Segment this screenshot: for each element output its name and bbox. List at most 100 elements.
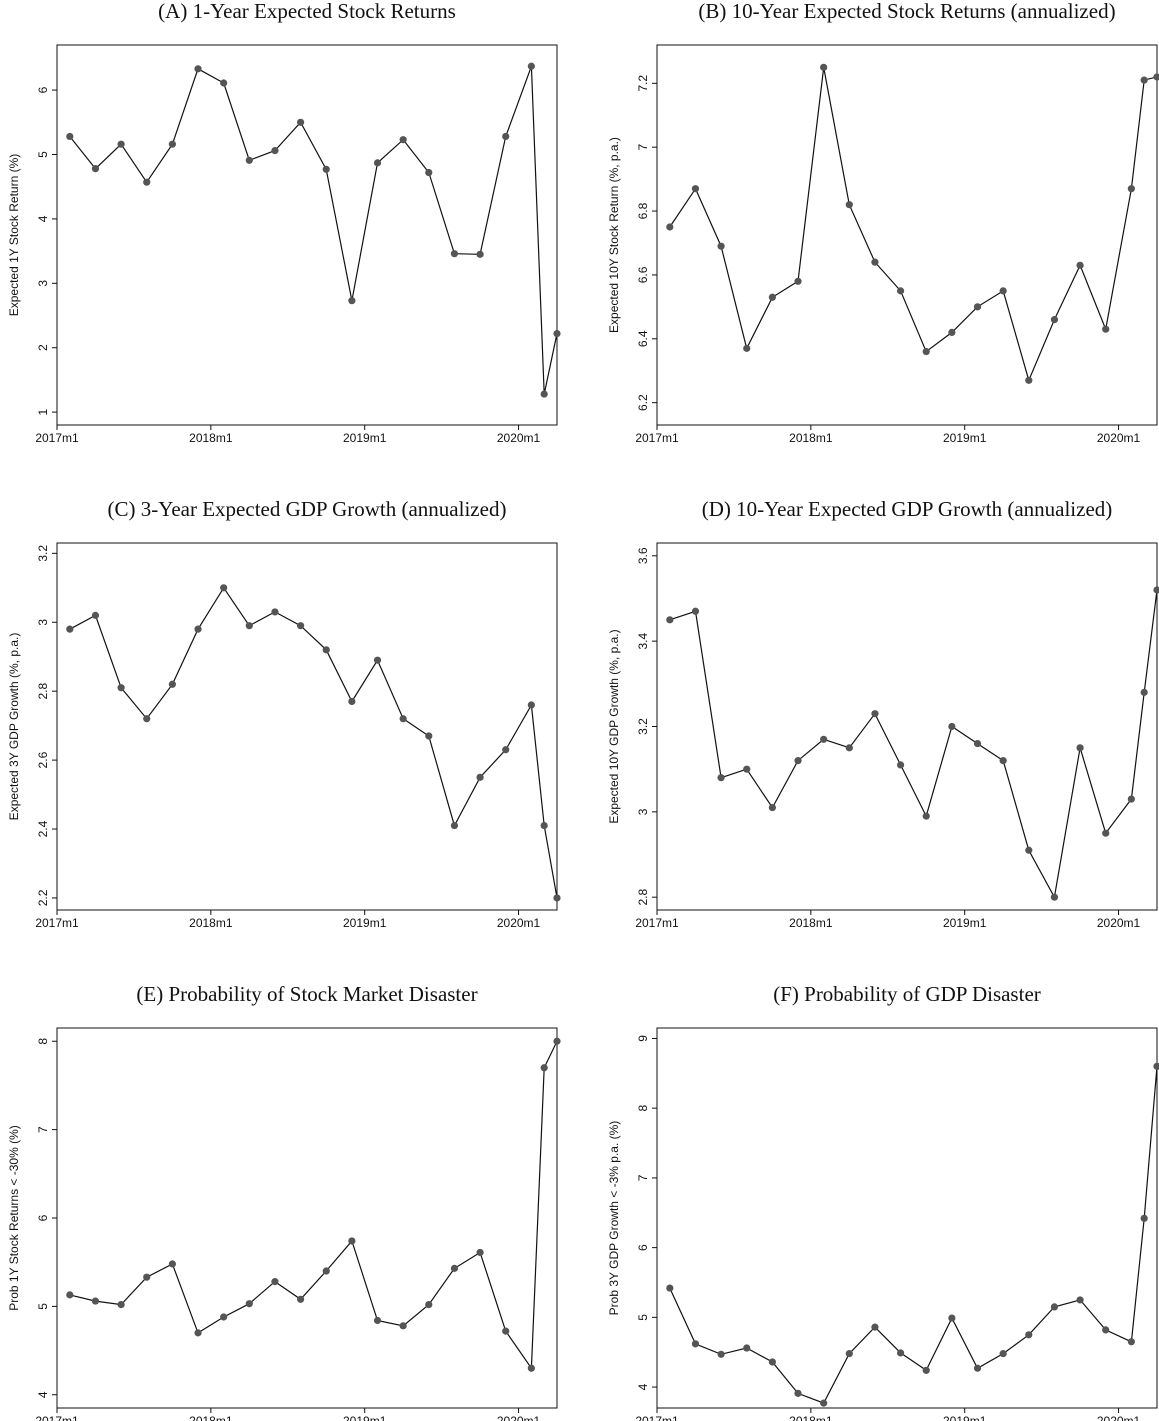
data-point (168, 1260, 176, 1268)
data-point (450, 1264, 459, 1272)
plot-frame (656, 44, 1158, 426)
data-point (948, 722, 956, 731)
data-point (399, 715, 407, 723)
data-point (271, 1278, 279, 1286)
data-point (425, 168, 433, 177)
data-point (373, 1316, 382, 1325)
data-point (743, 344, 751, 352)
x-tick-label: 2020m1 (497, 916, 541, 930)
y-tick-label: 2.2 (36, 889, 50, 906)
data-point (1127, 1338, 1135, 1346)
x-tick-label: 2017m1 (35, 431, 79, 445)
data-point (143, 1273, 151, 1281)
data-point (245, 622, 253, 630)
x-tick-label: 2017m1 (35, 1414, 79, 1421)
data-point (476, 250, 484, 258)
data-point (348, 297, 356, 305)
data-point (553, 894, 561, 902)
data-point (1025, 846, 1033, 854)
data-point (820, 735, 828, 743)
y-axis-label: Prob 1Y Stock Returns < -30% (%) (7, 1125, 21, 1311)
data-point (194, 1329, 202, 1337)
data-point (1127, 185, 1135, 193)
data-point (922, 1366, 930, 1374)
data-point (527, 1364, 535, 1372)
y-tick-label: 3 (36, 280, 50, 287)
data-point (973, 1364, 982, 1372)
x-tick-label: 2020m1 (497, 431, 541, 445)
x-tick-label: 2018m1 (789, 431, 833, 445)
data-point (871, 1323, 879, 1331)
x-tick-label: 2019m1 (943, 1414, 987, 1421)
data-point (1102, 1326, 1110, 1334)
y-tick-label: 6 (36, 1214, 50, 1221)
data-point (1025, 376, 1033, 384)
data-point (666, 223, 674, 231)
data-point (553, 1037, 561, 1045)
data-point (527, 62, 535, 70)
data-point (220, 79, 228, 87)
x-tick-label: 2017m1 (35, 916, 79, 930)
y-tick-label: 6 (36, 86, 50, 93)
y-axis-label: Prob 3Y GDP Growth < -3% p.a. (%) (607, 1121, 621, 1316)
data-point (1140, 1214, 1148, 1222)
y-tick-label: 4 (36, 215, 50, 222)
data-point (220, 1313, 228, 1321)
plot-frame (56, 542, 558, 911)
data-point (1050, 893, 1059, 901)
data-point (66, 132, 74, 141)
data-point (768, 293, 776, 301)
data-point (845, 1350, 853, 1358)
x-tick-label: 2018m1 (189, 916, 233, 930)
data-point (717, 774, 725, 782)
x-tick-label: 2020m1 (1097, 431, 1141, 445)
data-point (296, 118, 305, 126)
panel-title: (A) 1-Year Expected Stock Returns (158, 0, 456, 23)
plot-frame (656, 542, 1158, 911)
data-point (117, 140, 125, 148)
panel: (A) 1-Year Expected Stock Returns Expecte… (7, 0, 561, 445)
x-tick-label: 2019m1 (943, 916, 987, 930)
data-point (1140, 76, 1148, 84)
panel-title: (F) Probability of GDP Disaster (773, 982, 1041, 1006)
y-tick-label: 5 (636, 1314, 650, 1321)
data-point (666, 1284, 674, 1292)
data-point (794, 1389, 802, 1397)
panel: (D) 10-Year Expected GDP Growth (annuali… (607, 497, 1159, 930)
data-point (1076, 261, 1084, 269)
data-point (768, 803, 776, 812)
x-tick-label: 2018m1 (789, 916, 833, 930)
data-point (717, 242, 725, 250)
data-point (743, 1344, 751, 1352)
data-point (666, 616, 674, 624)
y-tick-label: 7.2 (636, 75, 650, 92)
data-point (245, 1300, 253, 1308)
data-point (922, 347, 930, 356)
x-tick-label: 2018m1 (189, 431, 233, 445)
data-point (476, 773, 484, 781)
plot-frame (56, 1027, 558, 1409)
y-tick-label: 3 (36, 619, 50, 626)
panel: (B) 10-Year Expected Stock Returns (annu… (607, 0, 1159, 445)
data-point (1076, 1296, 1084, 1304)
data-point (1140, 688, 1148, 696)
data-point (1102, 829, 1110, 837)
y-tick-label: 2.8 (36, 683, 50, 700)
y-tick-label: 2.4 (36, 820, 50, 837)
data-point (450, 821, 459, 830)
data-point (922, 812, 930, 820)
y-tick-label: 3.4 (636, 632, 650, 649)
data-point (91, 611, 100, 619)
data-point (399, 136, 407, 144)
data-point (322, 165, 330, 173)
x-tick-label: 2020m1 (1097, 1414, 1141, 1421)
data-point (1050, 316, 1059, 324)
plot-frame (656, 1027, 1158, 1409)
data-point (871, 258, 879, 266)
y-tick-label: 2.6 (36, 751, 50, 768)
x-tick-label: 2019m1 (343, 916, 387, 930)
data-point (476, 1248, 484, 1257)
data-point (502, 132, 510, 141)
data-point (91, 1297, 100, 1305)
data-point (871, 710, 879, 718)
